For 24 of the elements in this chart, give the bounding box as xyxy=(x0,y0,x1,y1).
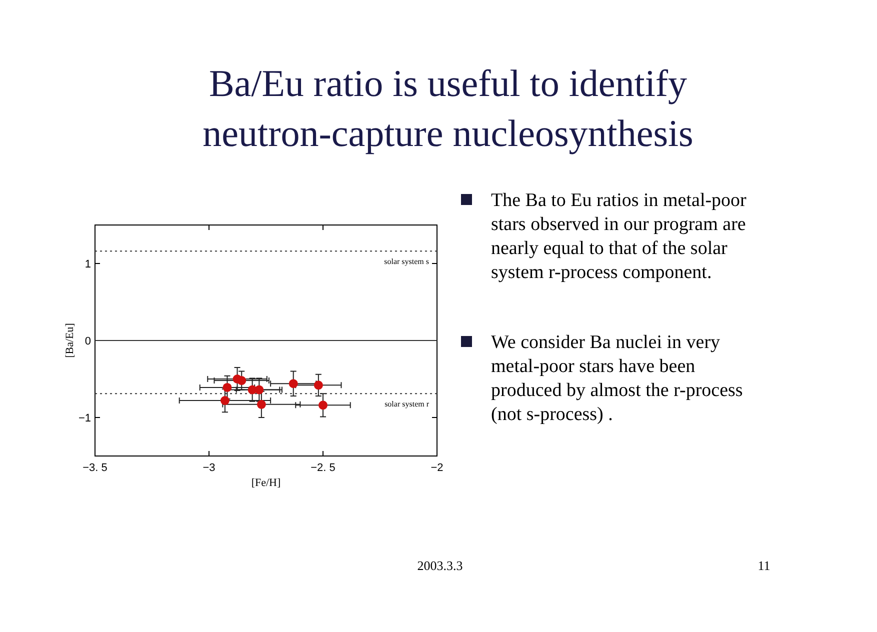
point xyxy=(288,379,298,388)
x-tick-label: −3 xyxy=(202,462,216,474)
text: We consider Ba nuclei in very metal-poor stars have been produced by almost the r-process (not s-process) . xyxy=(491,332,743,425)
y-axis-title: [Ba/Eu] xyxy=(64,323,76,358)
point xyxy=(222,382,232,392)
ref-line-label: solar system r xyxy=(384,400,430,409)
point xyxy=(318,400,328,410)
x-axis-title: [Fe/H] xyxy=(251,477,281,489)
point xyxy=(254,385,264,394)
ref-line-label: solar system s xyxy=(384,257,429,266)
point xyxy=(220,396,230,406)
point xyxy=(256,400,266,409)
y-tick-label: 0 xyxy=(84,336,91,348)
x-tick-label: −2. 5 xyxy=(310,462,336,474)
point xyxy=(314,380,323,390)
y-tick-label: −1 xyxy=(78,412,91,424)
x-tick-label: −2 xyxy=(430,462,444,474)
x-tick-label: −3. 5 xyxy=(82,462,108,474)
text: The Ba to Eu ratios in metal-poor stars observed in our program are nearly equal to that of the solar system r-process component. xyxy=(491,190,748,283)
chart-title: Ba/Eu ratio is useful to identify neutron-capture nucleosynthesis xyxy=(202,63,694,155)
point xyxy=(237,376,246,386)
text: 11 xyxy=(758,558,770,573)
y-tick-label: 1 xyxy=(84,258,91,270)
text: 2003.3.3 xyxy=(417,558,463,573)
